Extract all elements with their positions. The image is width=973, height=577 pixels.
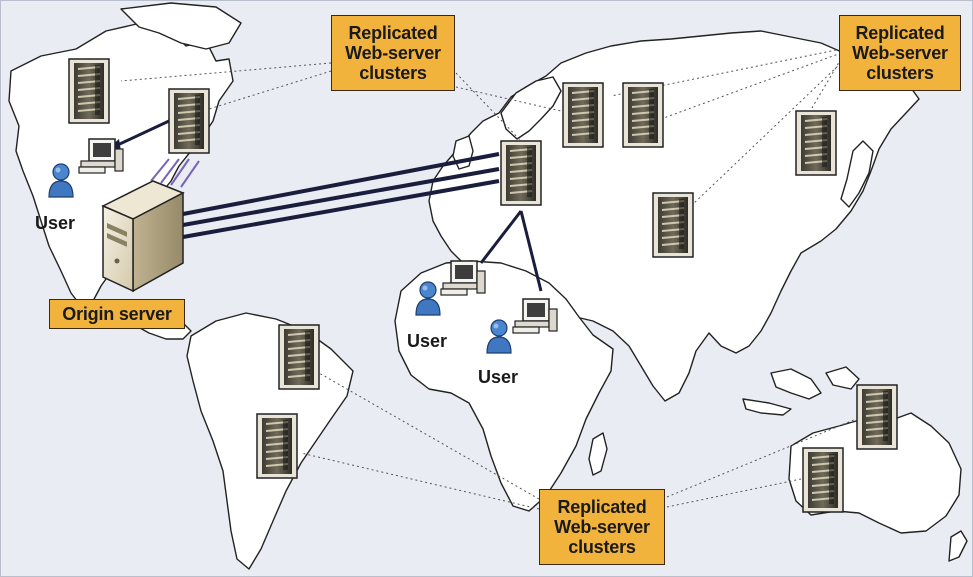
- server-rack-icon: [168, 88, 210, 154]
- server-rack-icon: [278, 324, 320, 390]
- server-rack-icon: [795, 110, 837, 176]
- tower-server-icon: [101, 180, 185, 293]
- server-rack-icon: [256, 413, 298, 479]
- server-rack-icon: [68, 58, 110, 124]
- scandinavia: [500, 76, 562, 140]
- backbone-connections: [182, 152, 500, 239]
- greenland: [120, 2, 242, 50]
- server-rack-icon: [562, 82, 604, 148]
- japan: [840, 140, 874, 208]
- replicated-clusters-label-asia: Replicated Web-server clusters: [839, 15, 961, 91]
- user-label-africa: User: [407, 331, 448, 351]
- server-rack-icon: [856, 384, 898, 450]
- origin-server-label: Origin server: [49, 299, 185, 329]
- madagascar: [588, 432, 608, 476]
- server-rack-icon: [652, 192, 694, 258]
- server-rack-icon: [622, 82, 664, 148]
- origin-to-na-cluster-links: [150, 158, 200, 188]
- africa-landmass: [394, 260, 614, 512]
- server-rack-icon: [802, 447, 844, 513]
- replicated-clusters-label-south: Replicated Web-server clusters: [539, 489, 665, 565]
- replicated-clusters-label-europe: Replicated Web-server clusters: [331, 15, 455, 91]
- user-label-north-america: User: [35, 213, 76, 233]
- southeast-asia-islands: [742, 366, 860, 416]
- user-label-middle-east: User: [478, 367, 519, 387]
- server-rack-icon: [500, 140, 542, 206]
- new-zealand: [948, 530, 968, 562]
